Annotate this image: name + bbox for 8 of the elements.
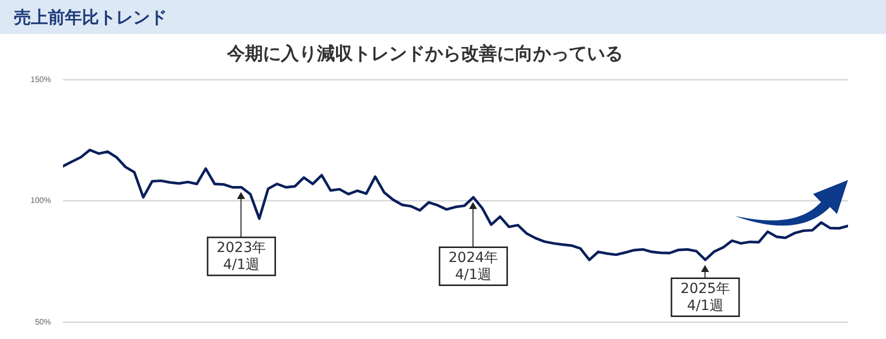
x-tick-label: 2023年 4/1週: [216, 240, 266, 273]
chart-title: 売上前年比トレンド: [14, 7, 167, 29]
chart-subtitle: 今期に入り減収トレンドから改善に向かっている: [226, 43, 623, 64]
y-tick-label: 50%: [34, 317, 51, 326]
y-tick-label: 100%: [30, 196, 51, 206]
x-tick-label: 2024年 4/1週: [448, 250, 498, 283]
y-tick-label: 150%: [30, 74, 51, 84]
x-tick-label: 2025年 4/1週: [680, 280, 730, 314]
